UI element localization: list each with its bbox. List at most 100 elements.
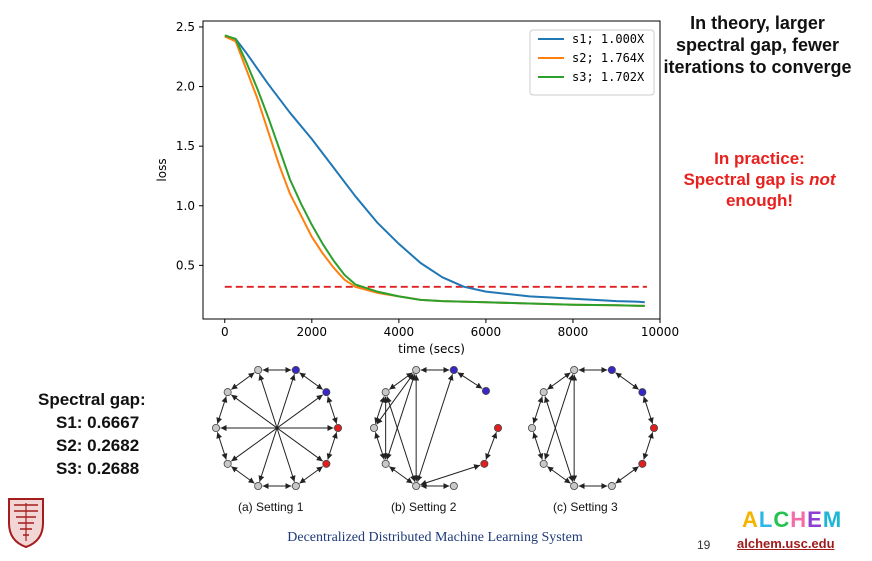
graph-node — [322, 388, 331, 397]
graph-node — [607, 482, 616, 491]
graph-node — [412, 482, 421, 491]
graph-node — [650, 423, 659, 432]
graph-node — [539, 388, 548, 397]
graph-node — [254, 482, 263, 491]
graph-node — [291, 482, 300, 491]
practice-line-1: In practice: — [714, 149, 805, 168]
graph-node — [570, 365, 579, 374]
graph-node — [381, 388, 390, 397]
graph-edge — [374, 432, 386, 460]
graph-edge — [532, 432, 544, 460]
topology-graph — [369, 365, 502, 491]
graph-edge — [388, 466, 413, 484]
graph-node — [449, 482, 458, 491]
graph-node — [254, 365, 263, 374]
graph-edge — [230, 372, 255, 390]
x-tick-label: 4000 — [384, 325, 415, 339]
graph-node — [211, 423, 220, 432]
graph-node — [381, 459, 390, 468]
graph-node — [480, 459, 489, 468]
legend-box — [529, 29, 655, 96]
graph-node — [528, 423, 537, 432]
graph-edge — [386, 374, 416, 460]
graph-node — [412, 365, 421, 374]
topology-graph — [211, 365, 342, 491]
graph-edge — [642, 432, 654, 460]
graph-edge — [416, 374, 454, 482]
graph-edge — [544, 396, 574, 482]
spectral-gap-s3: S3: 0.2688 — [56, 459, 140, 478]
graph-edge — [546, 466, 571, 484]
graph-node — [291, 365, 300, 374]
x-tick-label: 10000 — [641, 325, 679, 339]
series-line — [224, 35, 645, 304]
graph-node — [333, 423, 342, 432]
graph-edge — [532, 396, 544, 424]
logo-letter: M — [822, 507, 843, 532]
loss-chart: 0 2000 4000 6000 8000 10000 0.5 1.0 1.5 2.0 2.5 tim… — [155, 20, 679, 356]
topology-graphs — [211, 365, 659, 491]
topology-graph — [528, 365, 659, 491]
practice-line-2-a: Spectral gap is — [683, 170, 810, 189]
y-tick-label: 0.5 — [176, 258, 195, 272]
graph-edge — [299, 466, 324, 484]
university-seal-icon — [8, 498, 44, 549]
graph-edge — [420, 464, 481, 486]
legend-label: s2; 1.764X — [572, 51, 645, 65]
y-tick-label: 1.0 — [176, 199, 195, 213]
y-tick-label: 2.5 — [176, 20, 195, 34]
graph-edge — [376, 373, 414, 425]
footer-title: Decentralized Distributed Machine Learni… — [287, 530, 583, 545]
practice-text: In practice: Spectral gap is not enough! — [652, 148, 867, 211]
caption-setting-3: (c) Setting 3 — [553, 500, 618, 514]
graph-edge — [258, 374, 296, 482]
alchem-logo: ALCHEM — [742, 507, 842, 533]
graph-edge — [546, 372, 571, 390]
caption-setting-1: (a) Setting 1 — [238, 500, 304, 514]
logo-letter: A — [742, 507, 759, 532]
graph-node — [481, 386, 490, 395]
y-tick-label: 2.0 — [176, 80, 195, 94]
logo-letter: C — [773, 507, 791, 532]
graph-node — [493, 423, 502, 432]
practice-line-2: Spectral gap is not — [652, 169, 867, 190]
spectral-gap-block: Spectral gap: S1: 0.6667 S2: 0.2682 S3: … — [38, 388, 146, 480]
y-tick-label: 1.5 — [176, 139, 195, 153]
practice-line-3: enough! — [725, 191, 794, 210]
legend-label: s3; 1.702X — [572, 70, 645, 84]
graph-edge — [485, 432, 498, 460]
graph-edge — [299, 372, 324, 390]
graph-edge — [216, 432, 228, 460]
graph-node — [223, 388, 232, 397]
graph-edge — [544, 374, 574, 460]
graph-edge — [216, 396, 228, 424]
alchem-url-link[interactable]: alchem.usc.edu — [737, 536, 835, 551]
graph-edge — [230, 466, 255, 484]
graph-node — [638, 388, 647, 397]
spectral-gap-s1: S1: 0.6667 — [56, 413, 140, 432]
x-tick-label: 8000 — [558, 325, 589, 339]
graph-node — [223, 459, 232, 468]
spectral-gap-s2: S2: 0.2682 — [56, 436, 140, 455]
theory-text: In theory, larger spectral gap, fewer it… — [663, 13, 852, 77]
graph-edge — [386, 396, 416, 482]
caption-setting-2: (b) Setting 2 — [391, 500, 457, 514]
graph-node — [369, 423, 378, 432]
legend-label: s1; 1.000X — [572, 32, 645, 46]
graph-node — [570, 482, 579, 491]
graph-node — [607, 365, 616, 374]
graph-node — [539, 459, 548, 468]
x-tick-label: 0 — [221, 325, 229, 339]
graph-node — [449, 365, 458, 374]
x-tick-label: 2000 — [297, 325, 328, 339]
page-number: 19 — [697, 538, 711, 552]
graph-edge — [642, 396, 654, 424]
graph-edge — [388, 372, 413, 390]
graph-edge — [457, 372, 483, 389]
series-line — [224, 34, 645, 307]
graph-node — [638, 459, 647, 468]
logo-letter: H — [790, 507, 808, 532]
spectral-gap-title: Spectral gap: — [38, 390, 146, 409]
graph-node — [322, 459, 331, 468]
